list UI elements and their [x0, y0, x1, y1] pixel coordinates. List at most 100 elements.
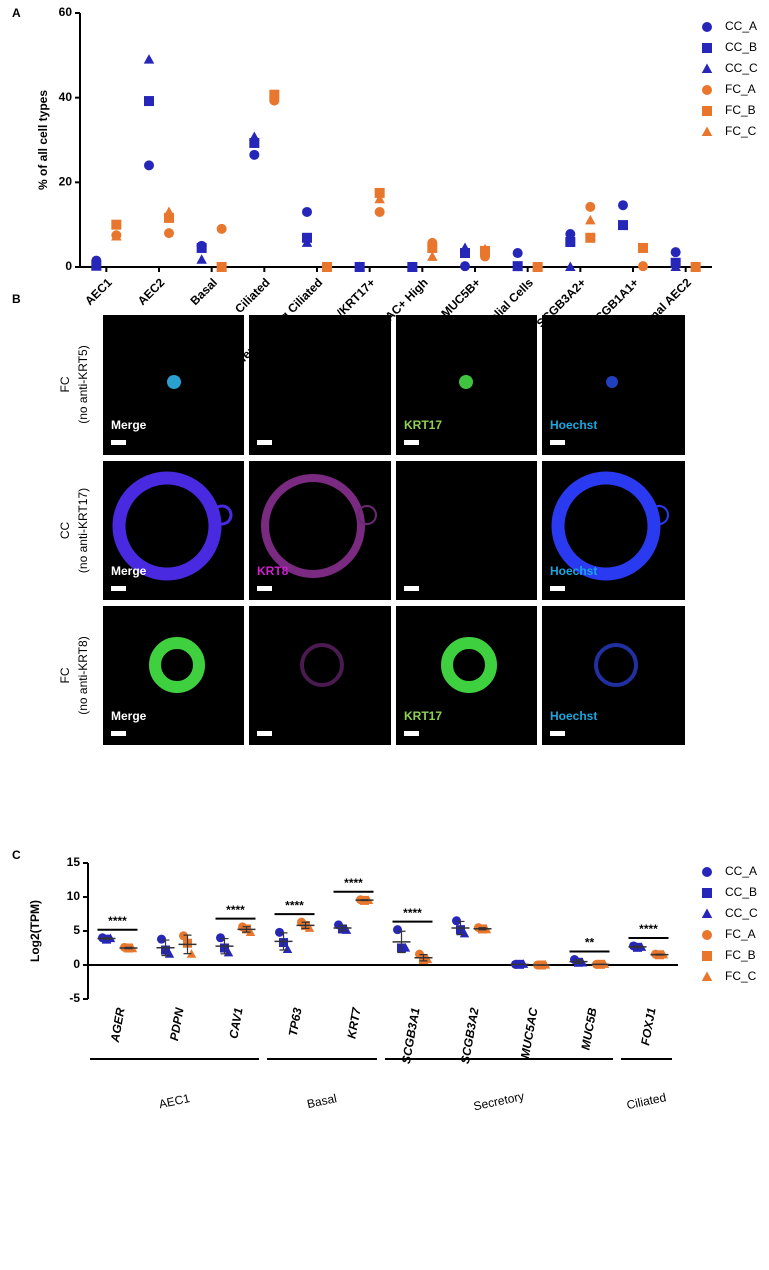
error-bar	[220, 937, 229, 955]
significance-label: ****	[285, 898, 304, 912]
point	[617, 220, 629, 230]
point	[282, 944, 293, 953]
error-bar	[633, 945, 642, 949]
x-tick-label: MUC5AC	[518, 1006, 541, 1059]
legend-marker	[702, 22, 712, 32]
x-tick-label: TP63	[286, 1006, 305, 1037]
significance-label: ****	[403, 906, 422, 920]
point	[111, 231, 122, 241]
x-tick-label: MUC5B	[578, 1006, 599, 1051]
point	[512, 261, 523, 271]
scale-bar	[257, 731, 272, 736]
point	[459, 242, 471, 252]
significance-label: ****	[639, 922, 658, 936]
legend-label: FC_A	[725, 82, 756, 96]
legend-label: FC_B	[725, 948, 756, 962]
row-label: FC	[58, 376, 72, 392]
error-bar	[360, 899, 369, 902]
error-bar	[574, 959, 583, 964]
image	[396, 606, 537, 745]
x-tick-label: SCGB3A1	[399, 1006, 423, 1065]
y-tick-label: 20	[59, 175, 73, 189]
significance-label: ****	[344, 876, 363, 890]
point	[249, 149, 260, 160]
significance-label: **	[585, 936, 595, 950]
point	[164, 228, 174, 239]
x-tick-label: MUC5B+	[438, 275, 483, 320]
scale-bar	[257, 440, 272, 445]
error-bar	[279, 932, 288, 951]
legend-marker	[702, 85, 712, 95]
x-tick-label: SCGB3A2	[458, 1006, 482, 1065]
channel-label: Merge	[111, 564, 147, 578]
point	[163, 206, 175, 216]
point	[670, 261, 681, 271]
error-bar	[102, 937, 111, 940]
blob	[167, 375, 181, 389]
error-bar	[124, 946, 133, 950]
error-bar	[478, 927, 487, 931]
scale-bar	[550, 731, 565, 736]
point	[91, 260, 102, 271]
point	[427, 251, 438, 261]
point	[460, 261, 470, 272]
point	[196, 254, 207, 264]
point	[460, 248, 470, 259]
y-tick-label: 10	[67, 889, 81, 903]
point	[618, 200, 628, 211]
legend-marker	[702, 106, 712, 116]
y-tick-label: 15	[67, 855, 81, 869]
legend-label: FC_A	[725, 927, 756, 941]
error-bar	[242, 926, 251, 933]
point	[565, 228, 576, 239]
point	[452, 916, 461, 926]
image-grid	[103, 315, 685, 745]
group-label: AEC1	[158, 1091, 192, 1111]
group-label: Basal	[306, 1091, 338, 1111]
channel-label: Hoechst	[550, 709, 597, 723]
point	[164, 212, 174, 223]
legend-marker	[701, 126, 713, 136]
y-tick-label: 0	[73, 957, 80, 971]
point	[585, 214, 596, 225]
legend-label: FC_C	[725, 969, 757, 983]
legend-label: CC_B	[725, 885, 757, 899]
channel-label: KRT8	[257, 564, 289, 578]
legend-marker	[701, 971, 713, 981]
point	[302, 206, 312, 217]
error-bar	[419, 954, 428, 962]
point	[144, 160, 154, 171]
point	[111, 219, 122, 230]
legend-label: FC_B	[725, 103, 756, 117]
point	[532, 261, 543, 271]
group-label: Ciliated	[625, 1090, 667, 1112]
ring	[149, 637, 205, 693]
point	[690, 261, 701, 271]
point	[249, 131, 260, 142]
y-tick-label: 5	[73, 923, 80, 937]
scale-bar	[404, 440, 419, 445]
significance-label: ****	[226, 903, 245, 917]
legend-label: CC_B	[725, 40, 757, 54]
point	[216, 261, 227, 271]
point	[585, 201, 596, 212]
point	[301, 237, 313, 247]
point	[374, 193, 385, 204]
y-axis-title: % of all cell types	[36, 90, 50, 190]
y-tick-label: 40	[59, 90, 73, 104]
point	[585, 232, 596, 243]
channel-label: Merge	[111, 418, 147, 432]
point	[400, 943, 411, 952]
point	[144, 96, 154, 107]
legend-label: CC_A	[725, 864, 757, 878]
image	[396, 461, 537, 600]
x-tick-label: KRT7	[344, 1005, 363, 1039]
point	[321, 261, 333, 271]
legend-marker	[701, 908, 713, 918]
legend-label: FC_C	[725, 124, 757, 138]
blob	[459, 375, 473, 389]
point	[427, 242, 438, 253]
row-label: (no anti-KRT8)	[76, 636, 90, 714]
channel-label: KRT17	[404, 709, 442, 723]
